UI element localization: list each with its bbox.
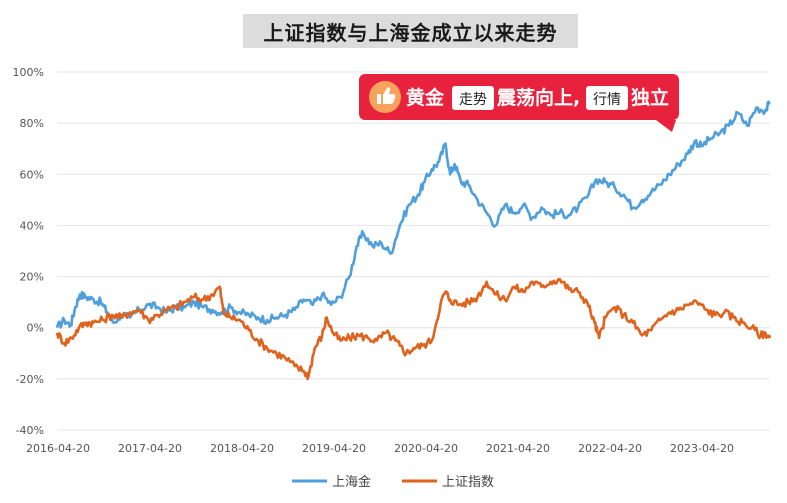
x-tick-label: 2017-04-20 xyxy=(118,442,182,455)
legend-label-shanghai-gold: 上海金 xyxy=(332,474,371,490)
callout-pill-2-text: 行情 xyxy=(593,92,621,108)
x-tick-label: 2023-04-20 xyxy=(670,442,734,455)
series-line-shanghai-gold xyxy=(55,100,771,329)
x-tick-label: 2022-04-20 xyxy=(578,442,642,455)
x-axis-ticks: 2016-04-20 2017-04-20 2018-04-20 2019-04-20… xyxy=(26,442,734,455)
legend: 上海金 上证指数 xyxy=(292,474,494,490)
chart-title-box: 上证指数与上海金成立以来走势 xyxy=(243,14,578,48)
y-tick-label: 80% xyxy=(20,117,44,130)
callout-text-1: 黄金 xyxy=(406,86,445,109)
y-tick-label: -40% xyxy=(16,424,44,437)
x-tick-label: 2021-04-20 xyxy=(486,442,550,455)
callout-banner: 黄金 走势 震荡向上, 行情 独立 xyxy=(359,74,679,132)
callout-text-3: 独立 xyxy=(631,86,669,109)
y-tick-label: 60% xyxy=(20,168,44,181)
gridlines xyxy=(57,71,770,431)
y-tick-label: 100% xyxy=(13,66,44,79)
legend-label-sse-index: 上证指数 xyxy=(442,475,494,490)
callout-pill-1 xyxy=(452,86,494,110)
x-tick-label: 2020-04-20 xyxy=(394,442,458,455)
chart-title: 上证指数与上海金成立以来走势 xyxy=(263,20,558,45)
callout-text-2: 震荡向上, xyxy=(497,86,580,109)
y-tick-label: 40% xyxy=(20,219,44,232)
x-tick-label: 2016-04-20 xyxy=(26,442,90,455)
callout-pointer xyxy=(656,120,676,132)
x-tick-label: 2019-04-20 xyxy=(302,442,366,455)
callout-pill-2 xyxy=(586,86,628,110)
y-tick-label: 0% xyxy=(27,322,44,335)
series-line-sse-index xyxy=(55,277,772,381)
y-tick-label: 20% xyxy=(20,271,44,284)
y-axis-ticks: 100% 80% 60% 40% 20% 0% -20% -40% xyxy=(13,66,44,437)
callout-pill-1-text: 走势 xyxy=(459,92,487,108)
x-tick-label: 2018-04-20 xyxy=(210,442,274,455)
y-tick-label: -20% xyxy=(16,373,44,386)
thumbs-up-glyph xyxy=(377,87,396,104)
series-lines xyxy=(55,100,772,381)
